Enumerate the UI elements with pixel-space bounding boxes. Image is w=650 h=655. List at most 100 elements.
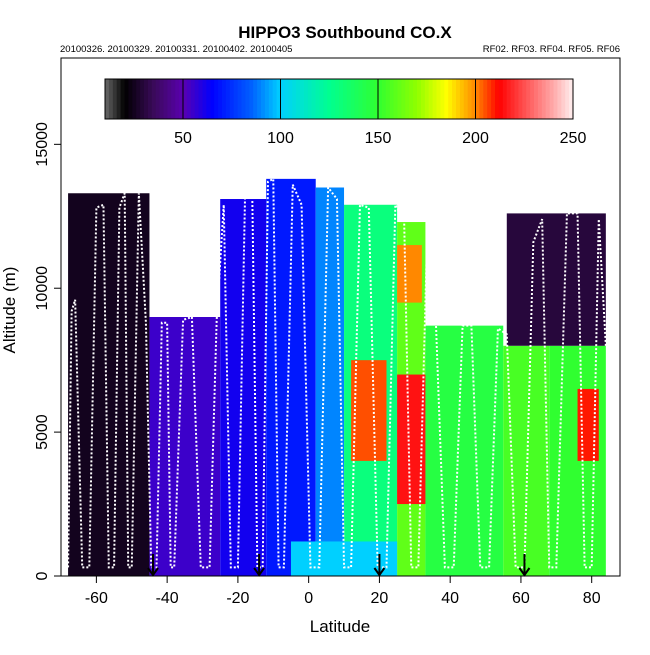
flight-profiles: [67, 177, 607, 569]
colorbar-swatch: [537, 79, 543, 119]
colorbar-swatch: [303, 79, 309, 119]
colorbar-tick-label: 50: [174, 130, 192, 147]
arrow-head: [373, 567, 386, 577]
heatmap-cell: [315, 187, 345, 576]
x-tick-label: 20: [371, 590, 389, 607]
colorbar-swatch: [378, 79, 383, 119]
colorbar-swatch: [405, 79, 410, 119]
colorbar-swatch: [487, 79, 492, 119]
colorbar-swatch: [120, 79, 126, 119]
colorbar-swatch: [370, 79, 375, 119]
colorbar-swatch: [257, 79, 262, 119]
colorbar-swatch: [292, 79, 297, 119]
x-tick-label: 0: [304, 590, 313, 607]
x-tick-label: -60: [85, 590, 108, 607]
colorbar-swatch: [198, 79, 204, 119]
flight-profile-line: [67, 177, 607, 569]
colorbar-swatch: [214, 79, 219, 119]
colorbar-swatch: [506, 79, 512, 119]
colorbar-tick-label: 250: [560, 130, 587, 147]
colorbar-tick-label: 150: [365, 130, 392, 147]
colorbar-swatch: [249, 79, 254, 119]
y-tick-label: 15000: [34, 122, 51, 167]
colorbar-swatch: [514, 79, 519, 119]
colorbar-swatch: [491, 79, 496, 119]
colorbar-swatch: [444, 79, 449, 119]
colorbar-swatch: [350, 79, 356, 119]
colorbar-swatch: [237, 79, 243, 119]
colorbar-swatch: [518, 79, 523, 119]
colorbar-swatch: [128, 79, 133, 119]
arrow-markers: [147, 554, 531, 577]
colorbar-swatch: [179, 79, 184, 119]
heatmap-cell: [397, 245, 422, 303]
colorbar-swatch: [366, 79, 371, 119]
colorbar-swatch: [557, 79, 562, 119]
colorbar-swatch: [471, 79, 477, 119]
arrow-head: [253, 567, 265, 577]
colorbar-swatch: [331, 79, 336, 119]
colorbar-swatch: [112, 79, 118, 119]
colorbar-swatch: [288, 79, 293, 119]
colorbar-swatch: [319, 79, 324, 119]
colorbar-swatch: [183, 79, 188, 119]
colorbar-swatch: [393, 79, 399, 119]
colorbar-swatch: [479, 79, 484, 119]
colorbar-swatch: [561, 79, 566, 119]
colorbar-swatch: [428, 79, 434, 119]
y-axis: 0 5000 10000 15000: [34, 122, 62, 580]
colorbar-swatch: [483, 79, 488, 119]
colorbar-swatch: [311, 79, 317, 119]
colorbar-swatch: [417, 79, 422, 119]
colorbar-swatch: [175, 79, 180, 119]
y-tick-label: 10000: [34, 266, 51, 311]
colorbar-swatch: [116, 79, 122, 119]
colorbar-swatch: [296, 79, 301, 119]
colorbar-swatch: [553, 79, 558, 119]
colorbar-swatch: [186, 79, 192, 119]
y-axis-label: Altitude (m): [0, 267, 19, 354]
colorbar-swatch: [448, 79, 453, 119]
colorbar-swatch: [475, 79, 480, 119]
colorbar-swatch: [440, 79, 445, 119]
colorbar-swatch: [569, 79, 574, 119]
colorbar-swatch: [151, 79, 157, 119]
colorbar-swatch: [124, 79, 129, 119]
colorbar-swatch: [206, 79, 211, 119]
colorbar-swatch: [424, 79, 430, 119]
colorbar-swatch: [530, 79, 535, 119]
colorbar-swatch: [268, 79, 274, 119]
heatmap-layer: [68, 178, 606, 576]
colorbar-swatch: [541, 79, 547, 119]
heatmap-cell: [503, 345, 550, 576]
colorbar-swatch: [245, 79, 250, 119]
colorbar-swatch: [222, 79, 227, 119]
colorbar-tick-label: 100: [267, 130, 294, 147]
colorbar-swatch: [229, 79, 235, 119]
colorbar-swatch: [413, 79, 418, 119]
colorbar-swatch: [381, 79, 387, 119]
colorbar-swatch: [452, 79, 457, 119]
colorbar-swatch: [420, 79, 426, 119]
colorbar-swatch: [272, 79, 278, 119]
colorbar: 50 100 150 200 250: [104, 78, 587, 147]
arrow-head: [518, 567, 531, 577]
colorbar-swatch: [522, 79, 527, 119]
colorbar-swatch: [253, 79, 258, 119]
chart-subtitle-right: RF02. RF03. RF04. RF05. RF06: [483, 44, 620, 55]
colorbar-swatch: [280, 79, 285, 119]
colorbar-swatch: [105, 79, 110, 119]
colorbar-swatch: [159, 79, 165, 119]
colorbar-swatch: [132, 79, 137, 119]
colorbar-swatch: [307, 79, 313, 119]
x-axis: -60 -40 -20 0 20 40 60 80: [85, 575, 601, 607]
x-tick-label: 80: [583, 590, 601, 607]
chart-subtitle-left: 20100326. 20100329. 20100331. 20100402. …: [60, 44, 292, 55]
colorbar-swatch: [108, 79, 114, 119]
colorbar-swatch: [354, 79, 360, 119]
colorbar-swatch: [401, 79, 406, 119]
colorbar-swatch: [261, 79, 266, 119]
colorbar-swatch: [264, 79, 270, 119]
colorbar-swatch: [210, 79, 215, 119]
